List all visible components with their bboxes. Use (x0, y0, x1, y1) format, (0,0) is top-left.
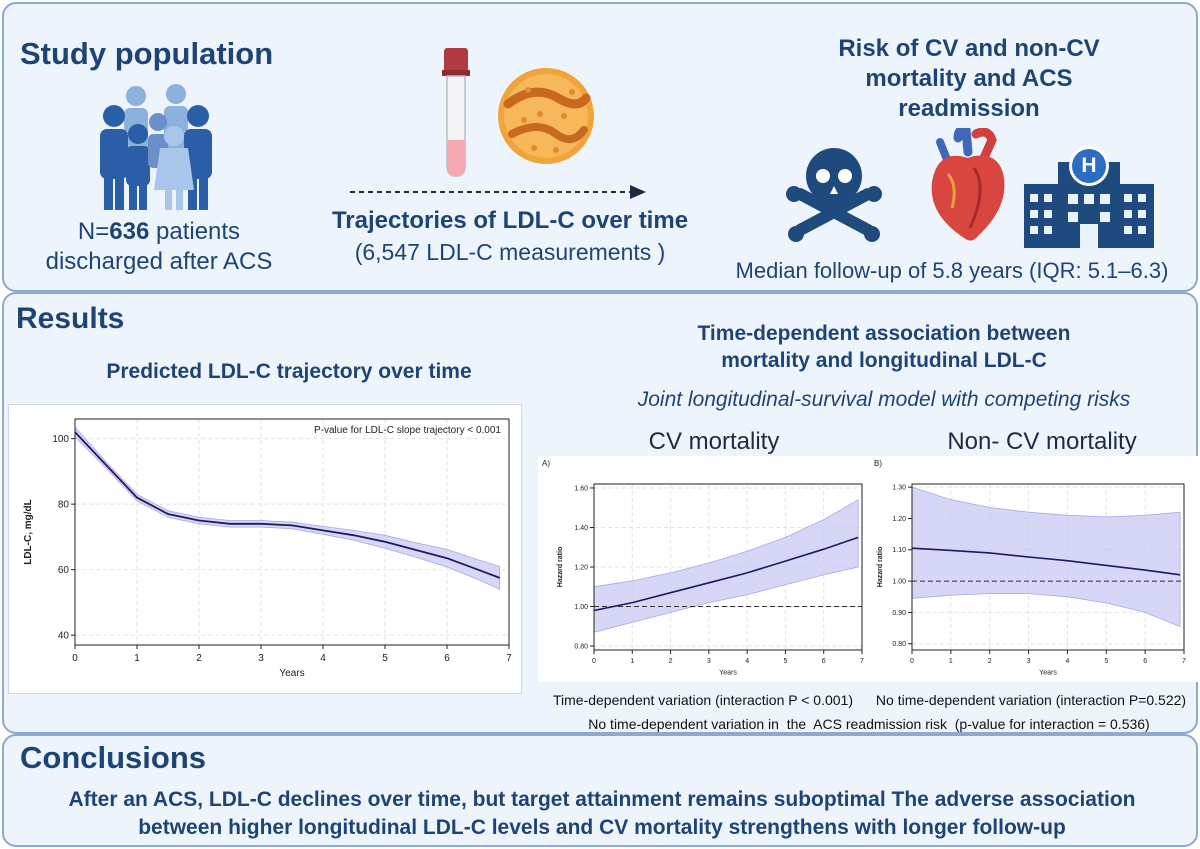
y-tick-label: 0.80 (574, 643, 588, 650)
y-tick-label: 40 (58, 631, 70, 642)
risk-title-line2: mortality and ACS (865, 65, 1073, 92)
x-tick-label: 0 (72, 653, 78, 664)
x-tick-label: 6 (1143, 658, 1147, 665)
x-tick-label: 0 (592, 658, 596, 665)
x-tick-label: 5 (382, 653, 388, 664)
patient-description: discharged after ACS (45, 248, 273, 275)
x-tick-label: 6 (822, 658, 826, 665)
y-tick-label: 80 (58, 500, 70, 511)
noncv-caption: No time-dependent variation (interaction… (875, 692, 1187, 708)
results-panel: Results Predicted LDL-C trajectory over … (2, 292, 1198, 734)
people-icon (100, 84, 212, 210)
conclusions-title: Conclusions (20, 740, 207, 775)
y-tick-label: 1.00 (892, 579, 906, 586)
patient-count: N=636 patients (24, 218, 294, 246)
conclusion-line1: After an ACS, LDL-C declines over time, … (68, 788, 1136, 811)
noncv-mortality-heading: Non- CV mortality (947, 428, 1137, 455)
left-chart-title: Predicted LDL-C trajectory over time (106, 360, 472, 383)
conclusions-panel: Conclusions After an ACS, LDL-C declines… (2, 734, 1198, 847)
y-tick-label: 1.60 (574, 485, 588, 492)
ldl-trajectory-chart: 0 1 2 3 4 5 6 7 40 60 80 100 Years LDL-C, mg/dL P-valu… (8, 404, 522, 694)
y-axis-label: Hazard ratio (557, 547, 564, 587)
x-tick-label: 1 (134, 653, 140, 664)
trajectories-title: Trajectories of LDL-C over time (331, 207, 689, 234)
x-tick-label: 3 (1027, 658, 1031, 665)
x-tick-label: 0 (910, 658, 914, 665)
y-tick-label: 1.40 (574, 525, 588, 532)
study-population-title: Study population (20, 36, 274, 71)
x-tick-label: 1 (949, 658, 953, 665)
cv-mortality-chart: 0 1 2 3 4 5 6 7 0.80 1.00 1.20 1.40 1.60 Years Hazard … (538, 456, 870, 682)
y-tick-label: 1.20 (574, 564, 588, 571)
x-tick-label: 5 (783, 658, 787, 665)
right-title: Time-dependent association between morta… (604, 320, 1164, 374)
x-axis-label: Years (1039, 670, 1057, 677)
blood-tube-icon (442, 48, 470, 177)
skull-crossbones-icon (786, 148, 882, 242)
plot-frame (911, 483, 1185, 651)
y-tick-label: 0.90 (892, 610, 906, 617)
n-suffix: patients (149, 218, 241, 245)
risk-title-line3: readmission (898, 95, 1040, 122)
y-tick-label: 100 (52, 434, 69, 445)
hospital-letter: H (1081, 154, 1097, 177)
confidence-band (593, 499, 859, 633)
confidence-band (74, 426, 501, 590)
right-subtitle: Joint longitudinal-survival model with c… (637, 388, 1131, 411)
confidence-band (911, 486, 1181, 628)
estimate-line (911, 547, 1181, 576)
y-tick-label: 0.80 (892, 641, 906, 648)
x-tick-label: 3 (258, 653, 264, 664)
x-tick-label: 7 (506, 653, 512, 664)
y-tick-label: 1.00 (574, 604, 588, 611)
y-axis-label: LDL-C, mg/dL (23, 499, 34, 565)
cv-caption: Time-dependent variation (interaction P … (552, 692, 853, 708)
y-axis-label: Hazard ratio (877, 547, 884, 587)
follow-up-text: Median follow-up of 5.8 years (IQR: 5.1–… (735, 258, 1169, 283)
acs-readmission-note: No time-dependent variation in the ACS r… (588, 716, 1150, 732)
x-tick-label: 4 (1065, 658, 1069, 665)
plot-frame (74, 418, 510, 646)
trajectories-subtitle: (6,547 LDL-C measurements ) (354, 239, 666, 265)
risk-title: Risk of CV and non-CV mortality and ACS … (804, 34, 1134, 124)
noncv-mortality-chart: 0 1 2 3 4 5 6 7 0.80 0.90 1.00 1.10 1.20 1.30 Years Haz… (870, 456, 1198, 682)
n-prefix: N= (77, 218, 110, 245)
y-tick-label: 1.30 (892, 485, 906, 492)
x-tick-label: 4 (745, 658, 749, 665)
x-tick-label: 7 (1182, 658, 1186, 665)
x-tick-label: 7 (860, 658, 864, 665)
right-title-line1: Time-dependent association between (697, 322, 1071, 345)
y-tick-label: 60 (58, 565, 70, 576)
hospital-icon (1024, 146, 1154, 248)
y-tick-label: 1.20 (892, 516, 906, 523)
y-tick-label: 1.10 (892, 547, 906, 554)
risk-title-line1: Risk of CV and non-CV (838, 35, 1100, 62)
ldl-particle-icon (498, 68, 594, 164)
dashed-arrow-icon (350, 185, 646, 199)
x-tick-label: 1 (630, 658, 634, 665)
x-tick-label: 2 (669, 658, 673, 665)
panel-label: B) (874, 459, 882, 468)
n-value: 636 (109, 218, 150, 245)
study-overview-panel: Study population N=636 patients discharg… (2, 2, 1198, 292)
results-title: Results (16, 302, 125, 335)
x-axis-label: Years (719, 670, 737, 677)
cv-mortality-heading: CV mortality (648, 428, 780, 455)
x-tick-label: 3 (707, 658, 711, 665)
estimate-line (74, 431, 501, 579)
panel-label: A) (542, 459, 550, 468)
conclusion-line2: between higher longitudinal LDL-C levels… (138, 816, 1066, 839)
p-value-annotation: P-value for LDL-C slope trajectory < 0.0… (314, 425, 501, 436)
x-axis-label: Years (279, 668, 304, 679)
x-tick-label: 2 (196, 653, 202, 664)
estimate-line (593, 536, 859, 612)
heart-icon (931, 128, 1005, 241)
right-title-line2: mortality and longitudinal LDL-C (721, 349, 1047, 372)
x-tick-label: 4 (320, 653, 326, 664)
x-tick-label: 6 (444, 653, 450, 664)
x-tick-label: 5 (1104, 658, 1108, 665)
x-tick-label: 2 (988, 658, 992, 665)
